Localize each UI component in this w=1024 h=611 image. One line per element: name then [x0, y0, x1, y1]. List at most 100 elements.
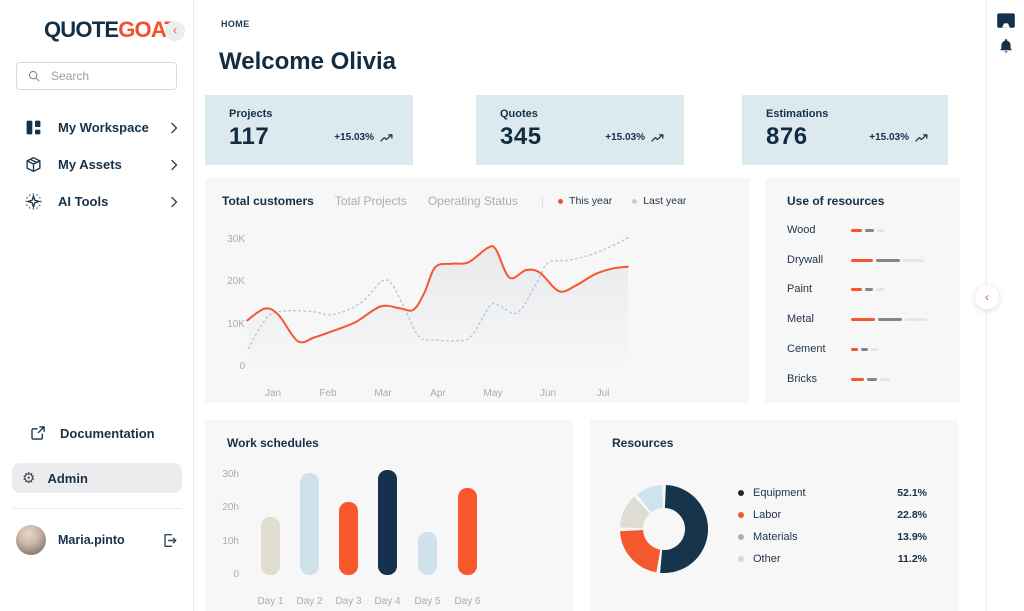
user-name: Maria.pinto [58, 533, 125, 547]
stat-label: Projects [229, 108, 273, 120]
panel-title: Use of resources [787, 194, 885, 208]
resource-row-wood: Wood [787, 223, 948, 237]
y-axis-tick: 30h [222, 469, 239, 480]
box-icon [25, 156, 42, 173]
this-year-area-fill [247, 245, 628, 367]
resource-label: Wood [787, 224, 816, 236]
legend-value: 13.9% [897, 531, 927, 543]
legend-this-year[interactable]: This year [558, 195, 612, 207]
search-box[interactable] [16, 62, 177, 90]
x-axis-tick: Day 3 [335, 596, 362, 607]
search-input[interactable] [49, 68, 166, 84]
resource-bar-segment [876, 288, 884, 292]
legend-dot [738, 490, 744, 496]
donut-slice-labor [620, 529, 662, 573]
tab-total-projects[interactable]: Total Projects [334, 194, 407, 208]
breadcrumb[interactable]: HOME [221, 19, 250, 29]
x-axis-tick: Day 2 [296, 596, 323, 607]
legend-dot [558, 198, 564, 204]
resource-bar-segment [903, 258, 924, 262]
x-axis-tick: Day 1 [257, 596, 284, 607]
user-row[interactable]: Maria.pinto [16, 524, 178, 556]
logout-icon[interactable] [161, 532, 178, 549]
x-axis-tick: May [483, 388, 503, 399]
sidebar-item-my-assets[interactable]: My Assets [16, 146, 178, 183]
bar-day-1 [261, 516, 280, 575]
resource-label: Bricks [787, 372, 817, 385]
chevron-right-icon [170, 122, 178, 134]
panel-title: Work schedules [227, 436, 319, 450]
work-schedules-panel: Work schedules 30h 20h 10h 0 Day 1 Day 2 Day 3… [205, 420, 573, 611]
tabs-legend-divider: | [540, 194, 545, 208]
bell-icon [1000, 39, 1012, 53]
tab-operating-status[interactable]: Operating Status [427, 194, 518, 208]
resources-panel: Resources Equipment 52.1% Labor 22.8% Materi… [590, 420, 958, 611]
stat-delta-value: +15.03% [869, 132, 909, 143]
line-series-this-year [246, 244, 629, 344]
workspace-icon [25, 119, 42, 136]
stat-delta-value: +15.03% [605, 132, 645, 143]
resource-bars [851, 229, 885, 232]
chevron-left-icon: ‹ [173, 23, 177, 37]
resource-label: Drywall [787, 253, 824, 266]
sidebar-item-label: AI Tools [58, 194, 109, 209]
resource-label: Metal [787, 313, 814, 326]
line-chart-legend: This year Last year [558, 195, 686, 207]
x-axis-tick: Day 4 [374, 596, 401, 607]
legend-dot [738, 512, 744, 518]
x-axis-tick: Feb [319, 388, 337, 399]
sidebar-item-documentation[interactable]: Documentation [12, 418, 182, 448]
sidebar-item-label: Documentation [60, 425, 155, 441]
resource-bar-segment [867, 377, 877, 381]
sidebar-nav: My Workspace My Assets AI Tools [16, 109, 178, 220]
stat-card-projects: Projects 117 +15.03% [205, 95, 413, 165]
sidebar-item-ai-tools[interactable]: AI Tools [16, 183, 178, 220]
resource-row-metal: Metal [787, 312, 948, 326]
external-link-icon [30, 425, 46, 441]
use-of-resources-panel: Use of resources Wood Drywall Paint Metal Ce… [765, 178, 960, 403]
search-icon [28, 70, 40, 82]
y-axis-tick: 10h [222, 535, 239, 547]
y-axis-tick: 20h [222, 502, 239, 514]
stat-value: 876 [766, 123, 808, 150]
legend-last-year[interactable]: Last year [632, 195, 686, 207]
resource-bar-segment [851, 318, 875, 322]
bar-day-4 [378, 470, 397, 575]
resource-bar-segment [877, 229, 885, 232]
gear-icon: ⚙ [22, 469, 36, 487]
sidebar-item-label: Admin [47, 470, 88, 486]
legend-value: 11.2% [897, 553, 927, 565]
panel-collapse-handle[interactable]: ‹ [974, 284, 1000, 310]
resource-label: Cement [787, 342, 826, 355]
chart-tabs: Total customers Total Projects Operating… [222, 194, 741, 208]
legend-label: Last year [643, 195, 687, 207]
notifications-button[interactable] [997, 37, 1017, 57]
chevron-right-icon [170, 159, 178, 171]
resource-bars [851, 347, 878, 351]
resource-bar-segment [905, 318, 927, 322]
legend-dot [738, 556, 744, 562]
resource-row-bricks: Bricks [787, 372, 948, 386]
x-axis-tick: Jan [264, 388, 282, 399]
legend-value: 22.8% [897, 509, 927, 521]
brand-logo: QUOTEGOAT [44, 17, 178, 43]
resource-bar-segment [871, 347, 878, 351]
trend-up-icon [915, 133, 928, 142]
donut-slice-equipment [660, 485, 708, 573]
display-button[interactable] [996, 11, 1016, 31]
tab-total-customers[interactable]: Total customers [222, 194, 314, 208]
x-axis-tick: Apr [430, 388, 446, 399]
stat-card-quotes: Quotes 345 +15.03% [476, 95, 684, 165]
y-axis-tick: 10K [227, 318, 245, 330]
resource-bars [851, 318, 927, 322]
panel-title: Resources [612, 436, 674, 450]
bar-day-6 [458, 488, 477, 575]
legend-label: Labor [753, 509, 782, 521]
sidebar-item-admin[interactable]: ⚙ Admin [12, 463, 182, 493]
stat-label: Estimations [766, 108, 829, 120]
sidebar-item-my-workspace[interactable]: My Workspace [16, 109, 178, 146]
stat-label: Quotes [500, 108, 538, 120]
sidebar-collapse-button[interactable]: ‹ [165, 21, 185, 41]
x-axis-tick: Mar [374, 388, 392, 399]
bar-day-5 [418, 531, 437, 575]
